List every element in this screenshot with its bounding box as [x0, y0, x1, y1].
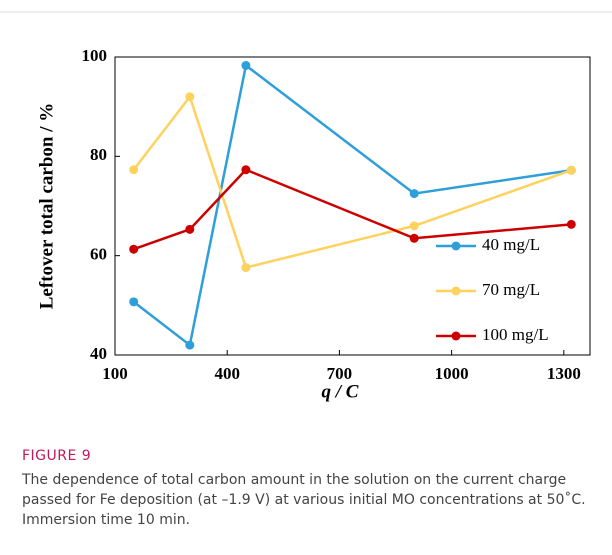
x-tick-label: 1000: [435, 364, 469, 383]
x-axis-label: q / C: [322, 381, 359, 402]
legend-label: 40 mg/L: [482, 235, 540, 254]
y-tick-label: 100: [82, 46, 108, 65]
y-tick-label: 80: [90, 145, 107, 164]
legend-marker: [451, 241, 461, 251]
legend-label: 100 mg/L: [482, 325, 549, 344]
x-tick-label: 100: [102, 364, 128, 383]
data-point: [129, 297, 139, 307]
y-tick-label: 40: [90, 344, 107, 363]
legend-marker: [451, 286, 461, 296]
y-tick-label: 60: [90, 245, 107, 264]
chart: Leftover total carbon / % q / C 40 60 80 10…: [0, 11, 612, 402]
data-point: [241, 60, 251, 70]
data-point: [185, 340, 195, 350]
caption: The dependence of total carbon amount in…: [22, 472, 586, 528]
legend-label: 70 mg/L: [482, 280, 540, 299]
y-axis-label: Leftover total carbon / %: [36, 103, 57, 310]
figure-label: FIGURE 9: [22, 448, 92, 464]
data-point: [241, 263, 251, 273]
series-line: [132, 63, 572, 348]
data-point: [241, 165, 251, 175]
x-tick-label: 700: [327, 364, 353, 383]
legend-marker: [451, 331, 461, 341]
data-point: [185, 92, 195, 102]
data-point: [566, 219, 576, 229]
data-point: [129, 244, 139, 254]
data-point: [409, 189, 419, 199]
data-point: [409, 221, 419, 231]
data-point: [566, 165, 576, 175]
plot-frame: [114, 56, 591, 356]
x-tick-label: 1300: [547, 364, 581, 383]
data-point: [409, 233, 419, 243]
data-point: [129, 165, 139, 175]
x-tick-label: 400: [214, 364, 240, 383]
data-point: [185, 224, 195, 234]
